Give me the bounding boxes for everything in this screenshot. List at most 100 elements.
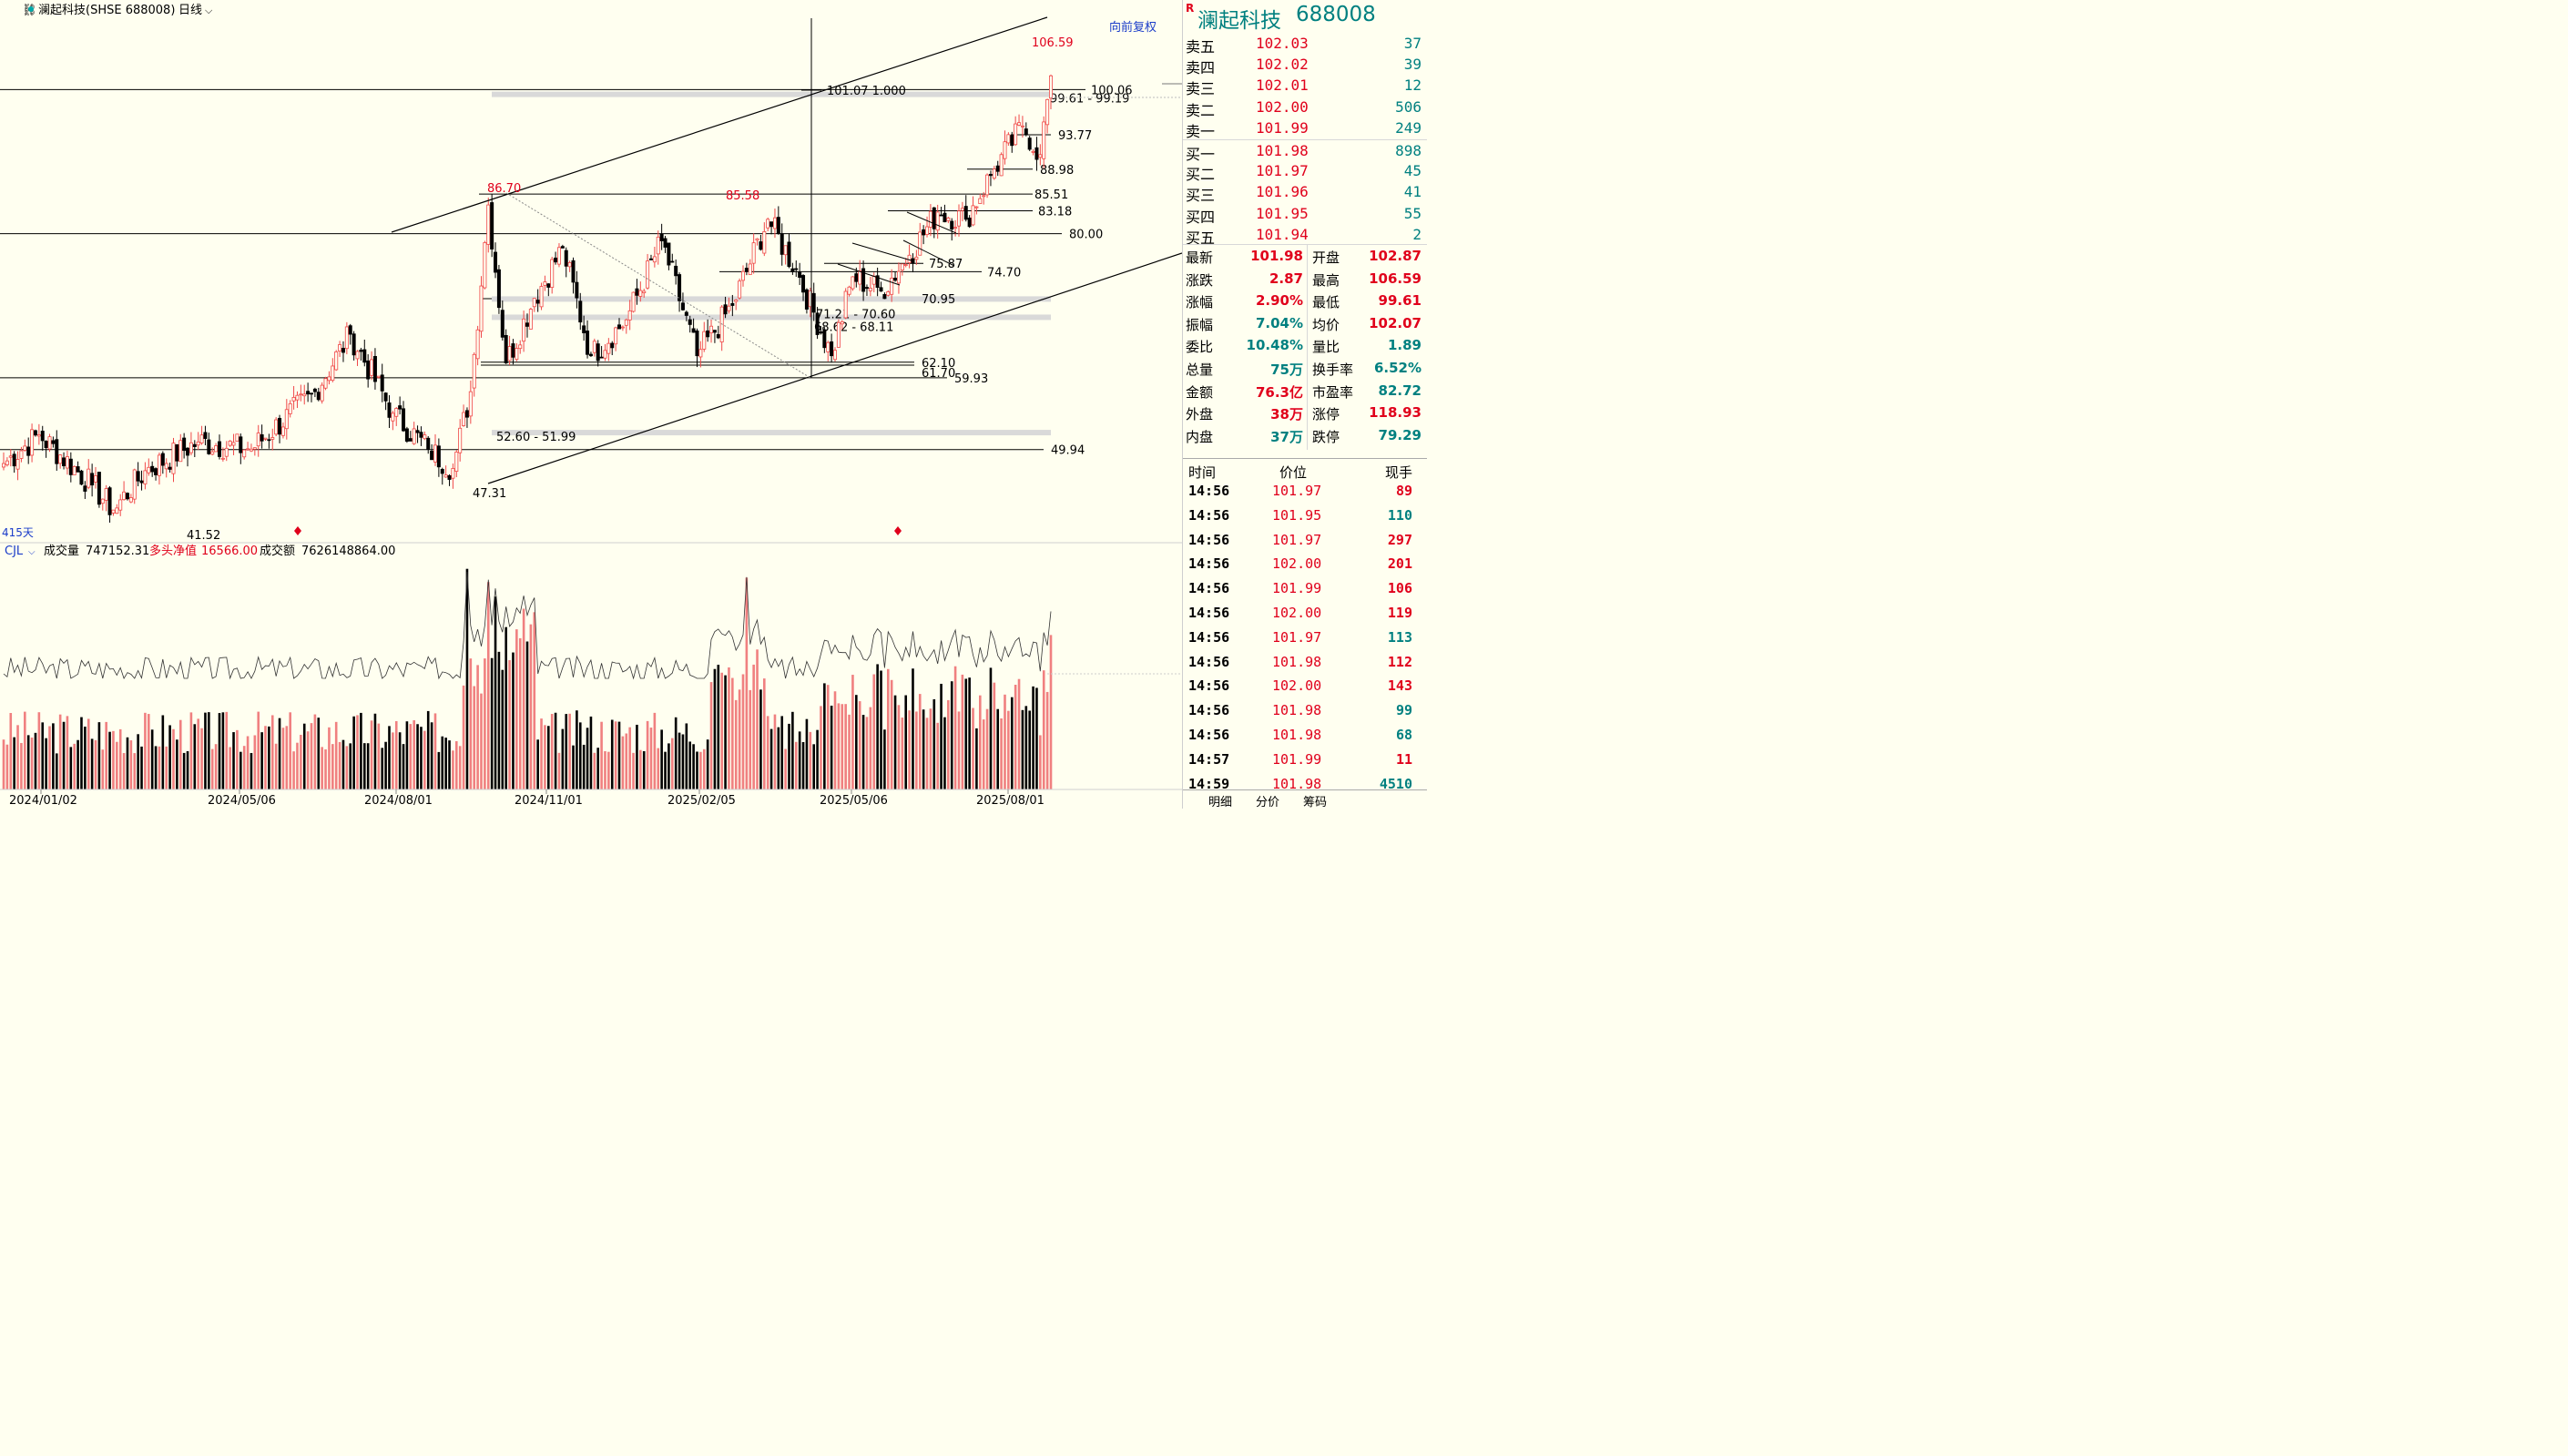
tab-price-split[interactable]: 分价 bbox=[1256, 796, 1280, 809]
tab-chips[interactable]: 筹码 bbox=[1303, 796, 1328, 809]
ask-price: 102.01 bbox=[1256, 76, 1309, 95]
candle-body bbox=[164, 463, 168, 470]
candle-body bbox=[744, 268, 749, 271]
ask-volume: 506 bbox=[1395, 97, 1422, 116]
volume-bar bbox=[1045, 691, 1049, 789]
channel-lower-line[interactable] bbox=[487, 252, 1183, 484]
adjust-mode[interactable]: 向前复权 bbox=[1109, 20, 1157, 35]
tab-detail[interactable]: 明细 bbox=[1208, 796, 1233, 809]
stat-value: 1.89 bbox=[1387, 337, 1422, 354]
tick-row[interactable]: 14:56 101.97 297 bbox=[1183, 529, 1427, 553]
tick-row[interactable]: 14:56 101.95 110 bbox=[1183, 504, 1427, 528]
volume-bar bbox=[246, 736, 250, 789]
candle-body bbox=[748, 263, 752, 275]
bid-row[interactable]: 买五 101.94 2 bbox=[1183, 224, 1427, 247]
tick-row[interactable]: 14:56 101.99 106 bbox=[1183, 577, 1427, 601]
chevron-down-icon[interactable]: ⌵ bbox=[28, 547, 36, 557]
ask-row[interactable]: 卖五 102.03 37 bbox=[1183, 33, 1427, 56]
quote-panel: R 澜起科技 688008 卖五 102.03 37 卖四 102.02 39 卖三 102.… bbox=[1182, 0, 1427, 809]
candle-body bbox=[730, 302, 735, 306]
candle-body bbox=[588, 353, 593, 357]
volume-bar bbox=[473, 686, 476, 789]
tick-row[interactable]: 14:56 102.00 119 bbox=[1183, 602, 1427, 626]
volume-bar bbox=[1028, 710, 1031, 789]
tick-row[interactable]: 14:56 101.98 68 bbox=[1183, 724, 1427, 748]
tick-row[interactable]: 14:57 101.99 11 bbox=[1183, 748, 1427, 772]
tick-row[interactable]: 14:56 101.97 89 bbox=[1183, 480, 1427, 504]
tick-row[interactable]: 14:56 101.98 99 bbox=[1183, 699, 1427, 723]
bid-volume: 2 bbox=[1412, 225, 1422, 243]
candle-body bbox=[430, 451, 434, 461]
volume-bar bbox=[465, 568, 469, 789]
volume-bar bbox=[9, 712, 13, 789]
bid-row[interactable]: 买三 101.96 41 bbox=[1183, 181, 1427, 204]
candle-body bbox=[451, 468, 455, 479]
volume-bar bbox=[621, 736, 625, 789]
bid-row[interactable]: 买四 101.95 55 bbox=[1183, 203, 1427, 226]
volume-bar bbox=[812, 744, 815, 789]
volume-bar bbox=[197, 718, 199, 789]
tick-row[interactable]: 14:56 102.00 201 bbox=[1183, 553, 1427, 576]
volume-bar bbox=[769, 728, 773, 789]
ask-row[interactable]: 卖二 102.00 506 bbox=[1183, 97, 1427, 119]
period-selector[interactable]: 日线 bbox=[178, 4, 202, 17]
candle-body bbox=[638, 290, 643, 297]
channel-upper-line[interactable] bbox=[391, 16, 1048, 233]
candle-body bbox=[426, 437, 431, 450]
volume-bar bbox=[208, 712, 210, 789]
volume-bar bbox=[285, 726, 289, 789]
flag-line[interactable] bbox=[902, 239, 955, 267]
price-zone bbox=[492, 314, 1051, 321]
flag-line[interactable] bbox=[851, 242, 915, 262]
level-label: 59.93 bbox=[954, 372, 988, 386]
volume-bar bbox=[189, 712, 193, 789]
flag-line[interactable] bbox=[837, 263, 901, 286]
level-label: 68.62 - 68.11 bbox=[814, 321, 893, 334]
ask-row[interactable]: 卖一 101.99 249 bbox=[1183, 117, 1427, 140]
volume-bar bbox=[512, 652, 515, 789]
tick-row[interactable]: 14:56 102.00 143 bbox=[1183, 675, 1427, 698]
volume-bar bbox=[129, 740, 133, 789]
ask-row[interactable]: 卖四 102.02 39 bbox=[1183, 54, 1427, 76]
chevron-down-icon[interactable]: ⌵ bbox=[205, 5, 213, 16]
volume-bar bbox=[338, 741, 341, 789]
bid-row[interactable]: 买二 101.97 45 bbox=[1183, 160, 1427, 183]
tick-time: 14:56 bbox=[1188, 628, 1230, 646]
volume-bar bbox=[886, 668, 890, 789]
volume-bar bbox=[182, 752, 186, 789]
candle-body bbox=[978, 198, 983, 204]
volume-indicator-name[interactable]: CJL bbox=[5, 545, 24, 558]
ask-row[interactable]: 卖三 102.01 12 bbox=[1183, 75, 1427, 97]
dotted-trend-line[interactable] bbox=[505, 192, 811, 379]
volume-bar bbox=[289, 712, 291, 789]
candle-body bbox=[464, 410, 469, 418]
stat-value: 82.72 bbox=[1378, 382, 1422, 399]
volume-bar bbox=[544, 725, 546, 789]
diamond-marker[interactable] bbox=[294, 526, 301, 535]
volume-bar bbox=[904, 695, 908, 789]
candle-body bbox=[115, 507, 119, 514]
volume-bar bbox=[392, 732, 394, 789]
candle-body bbox=[320, 384, 324, 402]
candle-body bbox=[143, 470, 148, 484]
volume-bar bbox=[670, 738, 674, 789]
tick-time: 14:56 bbox=[1188, 555, 1230, 573]
tick-price: 101.97 bbox=[1272, 531, 1322, 548]
tick-row[interactable]: 14:56 101.97 113 bbox=[1183, 626, 1427, 650]
candle-body bbox=[402, 408, 406, 432]
tick-row[interactable]: 14:56 101.98 112 bbox=[1183, 651, 1427, 675]
diamond-marker[interactable] bbox=[894, 526, 902, 535]
tick-row[interactable]: 14:59 101.98 4510 bbox=[1183, 773, 1427, 797]
candle-body bbox=[284, 409, 289, 430]
flag-line[interactable] bbox=[906, 211, 957, 234]
candle-body bbox=[648, 258, 653, 260]
volume-bar bbox=[1032, 686, 1034, 789]
bid-row[interactable]: 买一 101.98 898 bbox=[1183, 139, 1427, 163]
volume-bar bbox=[709, 682, 713, 789]
bid-price: 101.98 bbox=[1256, 142, 1309, 159]
volume-bar bbox=[932, 698, 936, 789]
price-chart-area[interactable]: 100.06 99.61 - 99.19 93.77 88.98 85.51 83.18 8… bbox=[0, 0, 1183, 809]
volume-bar bbox=[568, 713, 571, 789]
volume-bar bbox=[55, 753, 58, 789]
